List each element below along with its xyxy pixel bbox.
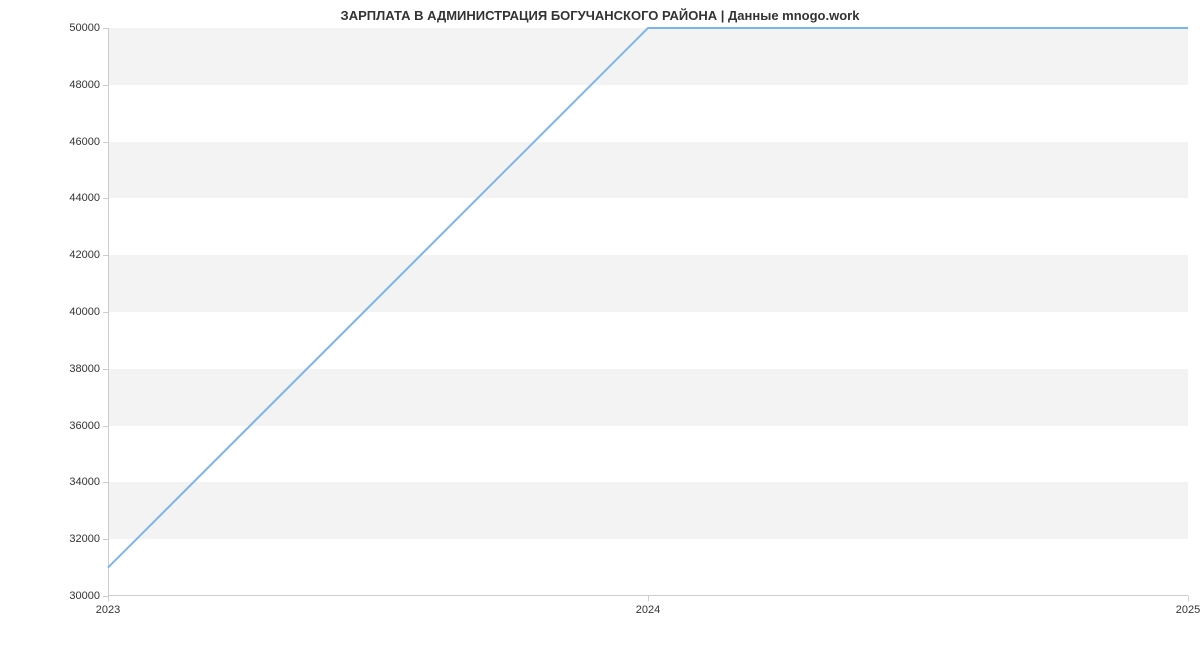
y-axis-label: 50000 [69, 22, 100, 34]
y-axis-label: 44000 [69, 192, 100, 204]
y-axis-label: 40000 [69, 306, 100, 318]
x-tick [1188, 596, 1189, 601]
y-axis-label: 32000 [69, 533, 100, 545]
salary-chart: ЗАРПЛАТА В АДМИНИСТРАЦИЯ БОГУЧАНСКОГО РА… [0, 0, 1200, 650]
x-tick [108, 596, 109, 601]
series-svg [108, 28, 1188, 596]
y-axis-label: 38000 [69, 363, 100, 375]
series-line-salary [108, 28, 1188, 568]
x-axis-label: 2024 [636, 604, 660, 616]
y-axis-label: 34000 [69, 476, 100, 488]
x-tick [648, 596, 649, 601]
x-axis-label: 2023 [96, 604, 120, 616]
y-axis-label: 48000 [69, 79, 100, 91]
y-axis-label: 42000 [69, 249, 100, 261]
chart-title: ЗАРПЛАТА В АДМИНИСТРАЦИЯ БОГУЧАНСКОГО РА… [0, 8, 1200, 23]
y-axis-label: 46000 [69, 136, 100, 148]
plot-area: 3000032000340003600038000400004200044000… [108, 28, 1188, 596]
x-axis-label: 2025 [1176, 604, 1200, 616]
y-axis-label: 36000 [69, 420, 100, 432]
y-axis-label: 30000 [69, 590, 100, 602]
